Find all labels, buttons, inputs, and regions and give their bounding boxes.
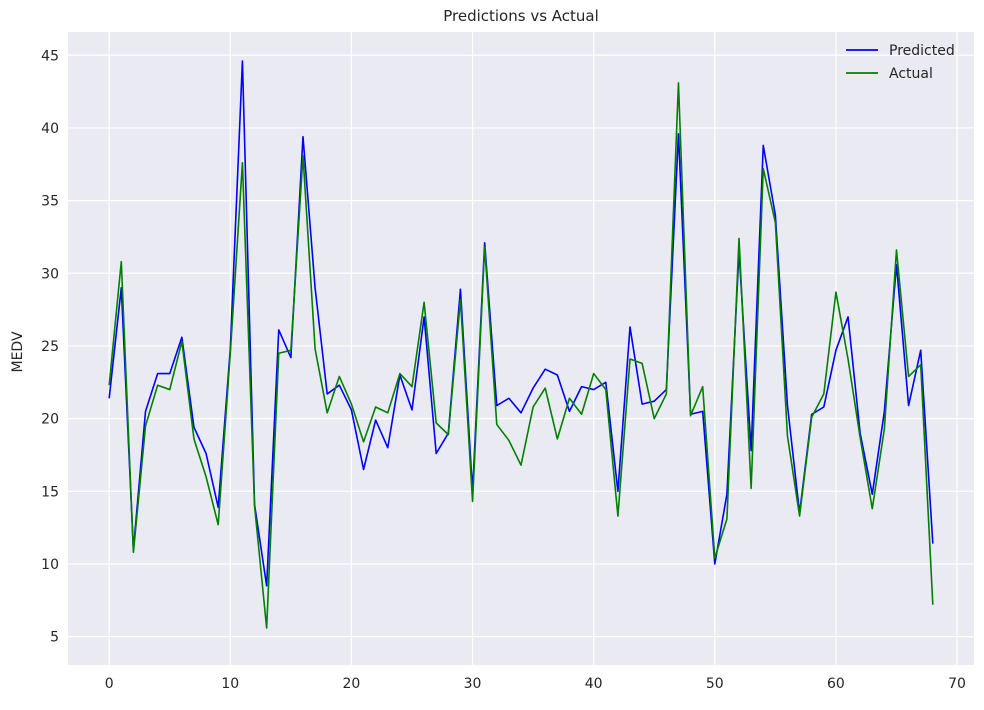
x-tick-label: 10	[221, 676, 239, 692]
series-group	[108, 60, 934, 629]
x-tick-label: 70	[948, 676, 966, 692]
legend-label-predicted: Predicted	[889, 43, 955, 59]
chart-title: Predictions vs Actual	[443, 7, 599, 25]
x-tick-labels: 0 10 20 30 40 50 60 70	[105, 676, 966, 692]
y-axis-label: MEDV	[10, 331, 26, 372]
x-tick-label: 50	[706, 676, 724, 692]
x-tick-label: 60	[827, 676, 845, 692]
x-tick-label: 30	[464, 676, 482, 692]
x-tick-label: 20	[343, 676, 361, 692]
x-tick-label: 0	[105, 676, 114, 692]
series-line-predicted	[108, 60, 934, 587]
series-line-actual	[108, 82, 934, 629]
y-tick-label: 10	[41, 557, 59, 573]
y-tick-label: 35	[41, 194, 59, 210]
y-tick-labels: 5 10 15 20 25 30 35 40 45	[41, 48, 59, 645]
y-tick-label: 20	[41, 412, 59, 428]
y-tick-label: 25	[41, 339, 59, 355]
y-tick-label: 45	[41, 48, 59, 64]
y-tick-label: 5	[50, 630, 59, 646]
y-tick-label: 40	[41, 121, 59, 137]
legend: Predicted Actual	[846, 43, 955, 82]
y-tick-label: 15	[41, 484, 59, 500]
legend-label-actual: Actual	[889, 66, 933, 82]
y-tick-label: 30	[41, 266, 59, 282]
plot-area	[68, 32, 974, 665]
x-tick-label: 40	[585, 676, 603, 692]
